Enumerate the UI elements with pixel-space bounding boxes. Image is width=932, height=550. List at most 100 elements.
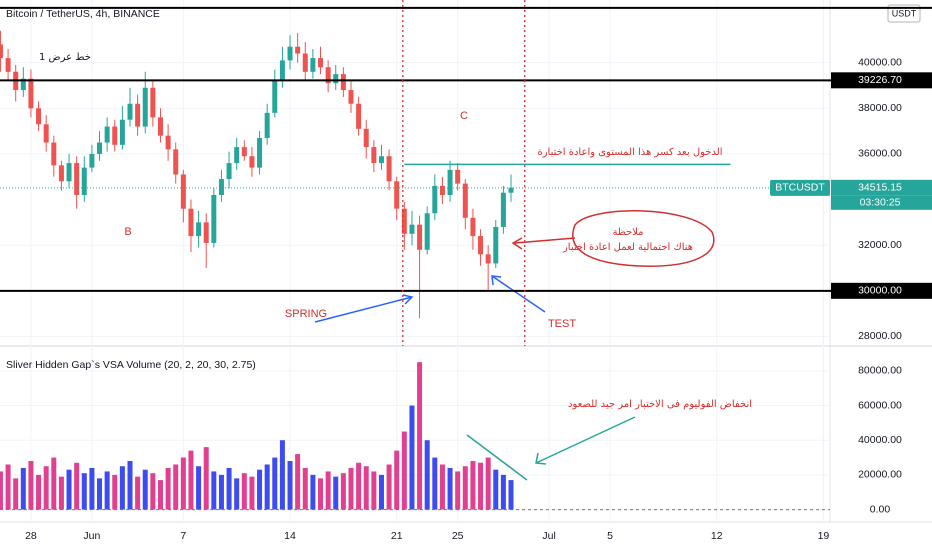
volume-bar <box>493 469 499 510</box>
volume-bar <box>234 478 240 510</box>
volume-bar <box>188 450 194 510</box>
candle-body <box>180 174 186 209</box>
annotation: ملاحظة <box>612 227 643 238</box>
candle-body <box>43 124 49 143</box>
candle-body <box>478 236 484 255</box>
volume-bar <box>241 473 247 510</box>
candle-body <box>0 44 3 59</box>
symbol-box <box>831 195 932 210</box>
volume-bar <box>447 467 453 510</box>
candle-body <box>356 103 362 129</box>
candle-body <box>363 128 369 148</box>
volume-bar <box>432 457 438 510</box>
volume-bar <box>36 474 42 510</box>
candle-body <box>287 46 293 61</box>
candle-body <box>74 163 80 196</box>
volume-bar <box>508 480 514 510</box>
volume-bar <box>302 467 308 510</box>
candle-body <box>150 87 156 118</box>
volume-bar <box>500 474 506 510</box>
note-ellipse <box>572 210 715 267</box>
volume-bar <box>401 431 407 510</box>
volume-bar <box>43 466 49 510</box>
spring-arrow <box>314 294 414 323</box>
candle-body <box>66 163 72 182</box>
annotation: C <box>460 110 468 122</box>
volume-bar <box>203 447 209 510</box>
volume-bar <box>470 461 476 510</box>
candle-body <box>318 58 324 68</box>
candle-body <box>432 185 438 214</box>
volume-bar <box>0 471 3 510</box>
volume-bar <box>58 476 64 510</box>
volume-bar <box>386 464 392 510</box>
candle-body <box>470 217 476 237</box>
candle-body <box>439 185 445 196</box>
volume-bar <box>409 405 415 510</box>
candle-body <box>188 208 194 237</box>
volume-bar <box>485 457 491 510</box>
candle-body <box>295 46 301 54</box>
candle-body <box>218 179 224 196</box>
candle-body <box>325 67 331 84</box>
volume-bar <box>348 467 354 510</box>
x-tick-label: 19 <box>818 530 830 542</box>
volume-bar <box>173 464 179 510</box>
candle-body <box>51 142 57 166</box>
y-tick-label: 20000.00 <box>858 469 902 481</box>
candle-body <box>493 226 499 264</box>
y-tick-label: 60000.00 <box>858 399 902 411</box>
volume-bar <box>196 466 202 510</box>
candle-body <box>119 119 125 145</box>
y-tick-label: 80000.00 <box>858 365 902 377</box>
candle-body <box>58 165 64 182</box>
candle-body <box>386 156 392 182</box>
candle-body <box>135 103 141 127</box>
candle-body <box>340 74 346 91</box>
volume-bar <box>272 457 278 510</box>
candle-body <box>462 183 468 218</box>
candle-body <box>257 137 263 168</box>
indicator-title: Sliver Hidden Gap`s VSA Volume (20, 2, 2… <box>6 359 256 371</box>
annotation: TEST <box>548 318 576 330</box>
candle-body <box>112 126 118 145</box>
y-tick-label: 0.00 <box>870 503 891 515</box>
candle-body <box>272 80 278 113</box>
candle-body <box>20 78 26 91</box>
last-price: 34515.15 <box>858 182 902 194</box>
volume-bar <box>74 462 80 510</box>
candle-body <box>97 142 103 154</box>
annotation: B <box>124 226 131 238</box>
candle-body <box>203 222 209 243</box>
candle-body <box>165 135 171 150</box>
volume-bar <box>394 450 400 510</box>
candle-body <box>417 224 423 250</box>
y-tick-label: 28000.00 <box>858 330 902 342</box>
x-tick-label: 7 <box>180 530 186 542</box>
volume-bar <box>340 473 346 510</box>
y-tick-label: 36000.00 <box>858 148 902 160</box>
volume-bar <box>318 478 324 510</box>
volume-bar <box>81 473 87 510</box>
name-box <box>770 179 830 196</box>
annotation: الدخول بعد كسر هذا المستوى واعادة اختبار… <box>537 147 722 158</box>
candle-body <box>302 53 308 72</box>
price-label-box <box>831 72 932 89</box>
candle-body <box>196 222 202 237</box>
annotation: هناك احتمالية لعمل اعادة اختبار <box>562 242 693 253</box>
volume-arrow <box>535 416 636 465</box>
x-tick-label: 25 <box>452 530 464 542</box>
volume-bar <box>356 462 362 510</box>
volume-bar <box>127 461 133 510</box>
y-tick-label: 32000.00 <box>858 239 902 251</box>
volume-bar <box>104 471 110 510</box>
volume-bar <box>378 474 384 510</box>
volume-bar <box>455 471 461 510</box>
candle-body <box>279 60 285 81</box>
volume-bar <box>135 476 141 510</box>
candle-body <box>333 74 339 84</box>
candle-body <box>249 156 255 168</box>
price-label-box <box>831 282 932 299</box>
volume-bar <box>279 440 285 510</box>
candle-body <box>157 117 163 136</box>
